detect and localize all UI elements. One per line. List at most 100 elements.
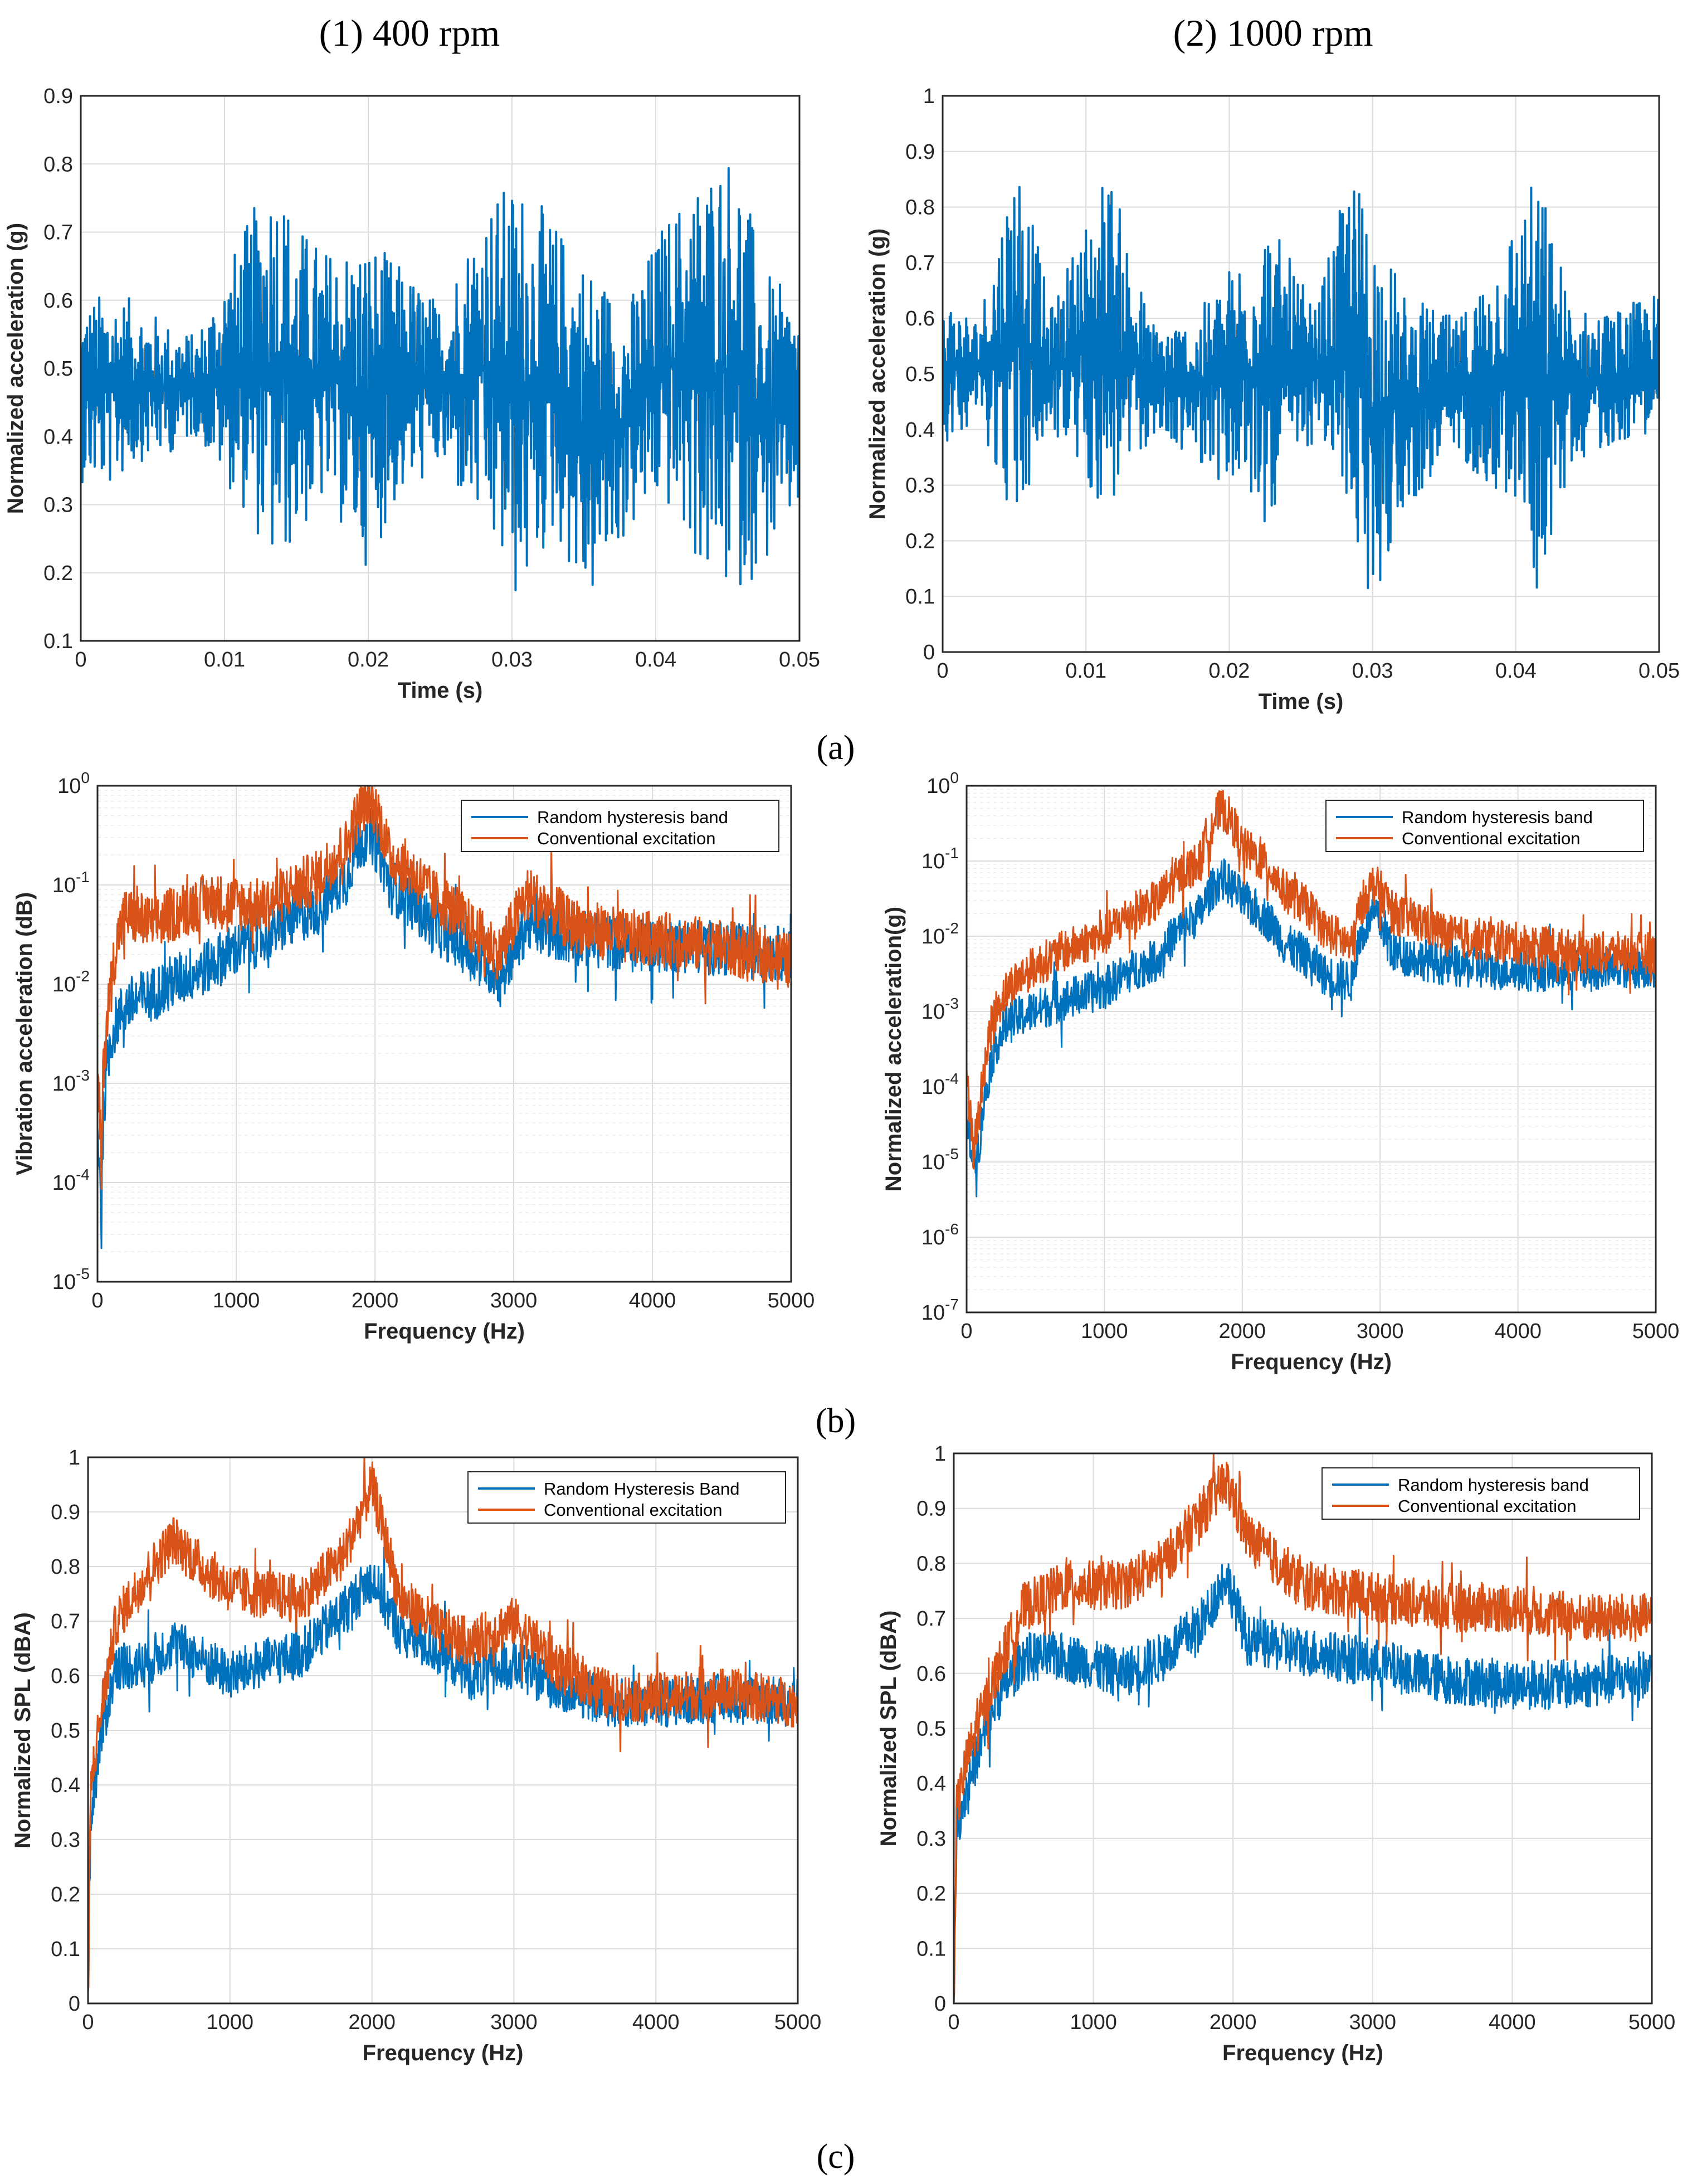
x-tick-label: 5000 xyxy=(1628,2011,1676,2034)
y-tick-label: 0.5 xyxy=(51,1719,80,1743)
y-tick-label: 0.2 xyxy=(43,562,73,585)
legend-label: Conventional excitation xyxy=(1398,1496,1577,1516)
y-tick-label: 1 xyxy=(923,85,935,108)
axes-frame xyxy=(953,1452,1653,2005)
x-tick-label: 2000 xyxy=(1210,2011,1257,2034)
series-line-conventional-excitation xyxy=(967,790,1656,1170)
x-tick-label: 4000 xyxy=(629,1289,676,1312)
panel-label-b: (b) xyxy=(816,1402,856,1440)
x-tick-label: 0.01 xyxy=(204,648,245,672)
y-tick-label: 0.6 xyxy=(916,1662,946,1686)
chart-b1-spectrum-400rpm: 0 1000 2000 3000 4000 5000 10-5 10-4 10-3 10-2 10-… xyxy=(12,769,815,1344)
y-axis-label: Normalized acceleration(g) xyxy=(881,907,906,1191)
x-tick-label: 5000 xyxy=(774,2011,822,2034)
y-tick-label: 0.6 xyxy=(43,289,73,313)
x-axis-label: Frequency (Hz) xyxy=(364,1319,525,1344)
x-axis-label: Time (s) xyxy=(398,678,483,703)
x-axis-label: Frequency (Hz) xyxy=(1222,2041,1383,2065)
axes-frame xyxy=(80,95,801,642)
x-tick-label: 0.04 xyxy=(635,648,676,672)
x-tick-label: 0 xyxy=(91,1289,103,1312)
x-axis-label: Frequency (Hz) xyxy=(1231,1350,1392,1374)
x-tick-label: 3000 xyxy=(490,1289,538,1312)
x-axis-label: Time (s) xyxy=(1259,689,1344,714)
y-tick-label: 0.1 xyxy=(916,1937,946,1961)
y-tick-label: 1 xyxy=(934,1442,946,1466)
legend-label: Conventional excitation xyxy=(544,1500,723,1520)
x-tick-label: 2000 xyxy=(352,1289,399,1312)
legend-label: Random hysteresis band xyxy=(1402,808,1593,827)
series-line-conventional-excitation xyxy=(954,1453,1652,2003)
y-tick-label: 0.1 xyxy=(43,630,73,653)
y-tick-label: 0.5 xyxy=(43,357,73,381)
legend-box xyxy=(1321,1467,1640,1520)
y-axis-label: Normalized acceleration (g) xyxy=(865,228,890,519)
y-tick-label: 10-2 xyxy=(921,920,959,948)
x-tick-label: 0.01 xyxy=(1065,659,1106,683)
x-tick-label: 4000 xyxy=(632,2011,680,2034)
x-tick-label: 0 xyxy=(82,2011,94,2034)
axes-frame xyxy=(942,95,1660,653)
y-tick-label: 10-3 xyxy=(52,1067,90,1096)
x-tick-label: 0.04 xyxy=(1495,659,1537,683)
x-tick-label: 0.05 xyxy=(1639,659,1680,683)
legend-box xyxy=(467,1471,786,1524)
x-tick-label: 2000 xyxy=(1219,1320,1266,1343)
chart-c2-spl-1000rpm: 0 1000 2000 3000 4000 5000 0 0.1 0.2 0.3 0.4 0.5 0.6… xyxy=(876,1442,1675,2065)
y-tick-label: 0 xyxy=(934,1992,946,2016)
y-tick-label: 100 xyxy=(57,769,90,798)
legend-label: Random hysteresis band xyxy=(537,808,728,827)
x-tick-label: 0.03 xyxy=(1352,659,1393,683)
axes-frame xyxy=(965,785,1657,1314)
y-tick-label: 10-7 xyxy=(921,1296,959,1325)
legend-label: Random hysteresis band xyxy=(1398,1475,1589,1495)
y-tick-label: 0.7 xyxy=(51,1610,80,1633)
y-tick-label: 0.3 xyxy=(905,474,935,498)
y-tick-label: 10-4 xyxy=(921,1070,959,1099)
series-line-random-hysteresis-band xyxy=(954,1563,1652,2003)
y-tick-label: 0.9 xyxy=(51,1501,80,1524)
x-tick-label: 0.03 xyxy=(491,648,533,672)
y-tick-label: 0.4 xyxy=(43,425,73,449)
y-tick-label: 0.8 xyxy=(916,1552,946,1575)
x-tick-label: 0.05 xyxy=(779,648,820,672)
x-tick-label: 2000 xyxy=(348,2011,396,2034)
y-tick-label: 100 xyxy=(926,769,959,798)
x-tick-label: 0 xyxy=(960,1320,972,1343)
y-tick-label: 10-1 xyxy=(52,868,90,897)
x-tick-label: 0 xyxy=(937,659,948,683)
y-tick-label: 10-5 xyxy=(52,1265,90,1294)
y-tick-label: 0.3 xyxy=(916,1827,946,1851)
x-tick-label: 3000 xyxy=(490,2011,538,2034)
y-tick-label: 0.7 xyxy=(916,1607,946,1631)
panel-label-c: (c) xyxy=(817,2138,855,2176)
y-tick-label: 0.9 xyxy=(43,85,73,108)
axes-frame xyxy=(87,1456,799,2005)
y-tick-label: 0.7 xyxy=(905,251,935,275)
x-axis-label: Frequency (Hz) xyxy=(363,2041,524,2065)
y-tick-label: 0.8 xyxy=(905,196,935,220)
y-tick-label: 0.4 xyxy=(51,1774,80,1797)
y-tick-label: 10-4 xyxy=(52,1166,90,1195)
x-tick-label: 4000 xyxy=(1489,2011,1536,2034)
legend-label: Conventional excitation xyxy=(537,829,716,848)
chart-b2-spectrum-1000rpm: 0 1000 2000 3000 4000 5000 10-7 10-6 10-5 10-4 10-… xyxy=(881,769,1679,1374)
x-tick-label: 0 xyxy=(75,648,86,672)
y-tick-label: 0 xyxy=(69,1992,80,2016)
chart-a1-time-400rpm: 0 0.01 0.02 0.03 0.04 0.05 0.1 0.2 0.3 0.4 0.5 0.6 0… xyxy=(3,85,820,703)
y-tick-label: 0 xyxy=(923,641,935,664)
series-line-conventional-excitation xyxy=(88,1457,798,1989)
y-tick-label: 0.2 xyxy=(916,1883,946,1906)
y-tick-label: 0.6 xyxy=(905,307,935,330)
y-tick-label: 0.5 xyxy=(916,1718,946,1741)
y-tick-label: 0.1 xyxy=(51,1938,80,1961)
column-title-1000rpm: (2) 1000 rpm xyxy=(1173,12,1373,54)
y-tick-label: 0.4 xyxy=(905,419,935,442)
x-tick-label: 0.02 xyxy=(1208,659,1250,683)
y-tick-label: 0.2 xyxy=(51,1883,80,1906)
series-line-random-hysteresis-band xyxy=(97,804,791,1249)
y-tick-label: 0.2 xyxy=(905,529,935,553)
x-tick-label: 1000 xyxy=(213,1289,260,1312)
y-tick-label: 0.7 xyxy=(43,221,73,245)
y-tick-label: 0.1 xyxy=(905,585,935,609)
